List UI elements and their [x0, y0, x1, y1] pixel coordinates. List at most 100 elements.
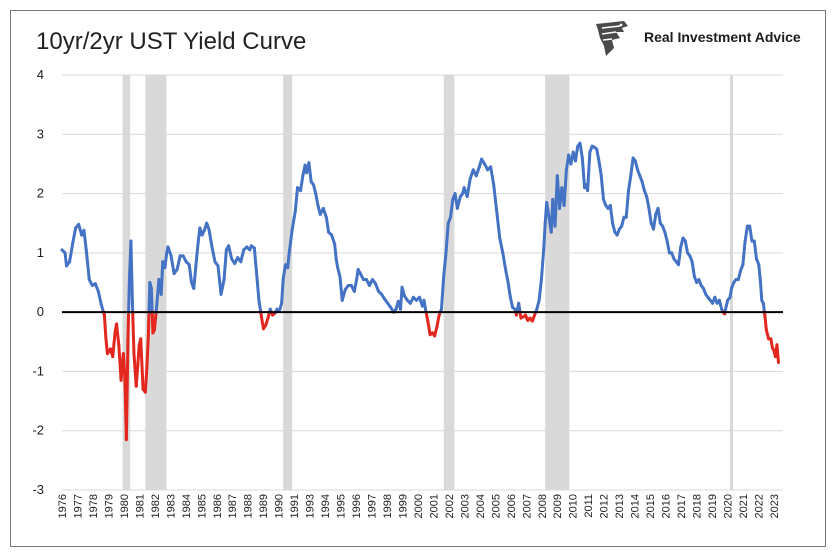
series-segment — [439, 275, 446, 311]
series-segment — [192, 254, 199, 290]
y-tick-label: -1 — [32, 363, 44, 378]
series-segment — [627, 174, 633, 193]
series-segment — [498, 236, 505, 255]
series-segment — [159, 260, 165, 296]
series-segment — [71, 226, 78, 246]
series-segment — [465, 177, 472, 199]
series-segment — [311, 183, 318, 196]
series-segment — [166, 245, 173, 258]
series-segment — [442, 251, 448, 279]
x-tick-label: 2006 — [506, 494, 518, 518]
x-tick-label: 2007 — [521, 494, 533, 518]
series-segment — [444, 221, 450, 255]
x-tick-label: 1987 — [227, 494, 239, 518]
series-segment — [474, 165, 481, 178]
x-tick-label: 2009 — [552, 494, 564, 518]
series-segment — [129, 239, 134, 305]
series-segment — [222, 248, 228, 282]
series-segment — [757, 263, 762, 282]
series-segment — [324, 215, 331, 234]
recession-band — [283, 75, 293, 490]
x-tick-label: 1981 — [134, 494, 146, 518]
series-segment — [683, 239, 690, 255]
series-segment — [741, 239, 747, 267]
x-tick-label: 1990 — [274, 494, 286, 518]
x-tick-label: 1976 — [57, 494, 69, 518]
x-tick-label: 1978 — [88, 494, 100, 518]
series-segment — [139, 337, 145, 391]
y-tick-label: -3 — [32, 482, 44, 497]
x-tick-label: 1991 — [289, 494, 301, 518]
series-segment — [624, 189, 630, 219]
x-tick-label: 1984 — [181, 494, 193, 518]
y-tick-label: 1 — [37, 245, 44, 260]
x-tick-label: 2008 — [537, 494, 549, 518]
series-segment — [539, 248, 546, 282]
series-segment — [287, 227, 294, 255]
series-segment — [330, 233, 337, 246]
x-tick-label: 1989 — [258, 494, 270, 518]
y-tick-label: 0 — [37, 304, 44, 319]
x-tick-label: 1993 — [305, 494, 317, 518]
recession-band — [443, 75, 455, 490]
x-tick-label: 2002 — [444, 494, 456, 518]
series-segment — [562, 168, 568, 207]
series-segment — [647, 206, 653, 225]
series-segment — [620, 215, 626, 228]
series-segment — [145, 334, 150, 370]
series-segment — [321, 206, 328, 219]
series-segment — [195, 239, 200, 258]
series-segment — [764, 328, 771, 341]
x-tick-label: 1980 — [119, 494, 131, 518]
x-tick-label: 1995 — [336, 494, 348, 518]
series-segment — [257, 298, 263, 314]
series-segment — [299, 174, 305, 193]
series-segment — [775, 343, 780, 365]
series-segment — [578, 141, 584, 160]
series-segment — [676, 245, 683, 267]
x-tick-label: 1986 — [212, 494, 224, 518]
y-tick-label: 3 — [37, 126, 44, 141]
series-segment — [169, 254, 176, 276]
series-segment — [743, 224, 749, 243]
series-segment — [769, 337, 774, 350]
eagle-head-logo — [596, 21, 628, 56]
series-segment — [573, 144, 580, 163]
x-tick-label: 1997 — [367, 494, 379, 518]
series-segment — [207, 227, 214, 249]
x-tick-label: 1985 — [196, 494, 208, 518]
series-segment — [104, 337, 109, 356]
series-segment — [535, 298, 541, 311]
series-segment — [586, 150, 592, 193]
series-segment — [68, 242, 75, 264]
recession-band — [145, 75, 167, 490]
series-segment — [146, 310, 151, 338]
x-tick-label: 1999 — [397, 494, 409, 518]
x-tick-label: 2011 — [583, 494, 595, 518]
series-segment — [492, 183, 499, 213]
series-segment — [758, 278, 764, 302]
series-segment — [84, 248, 91, 282]
x-tick-label: 1982 — [150, 494, 162, 518]
series-segment — [728, 286, 733, 299]
x-tick-label: 2000 — [413, 494, 425, 518]
series-segment — [336, 266, 342, 279]
series-segment — [748, 224, 754, 243]
x-tick-label: 2017 — [676, 494, 688, 518]
recession-band — [729, 75, 734, 490]
series-segment — [280, 278, 285, 305]
series-segment — [352, 278, 359, 293]
series-segment — [210, 245, 217, 264]
x-tick-label: 2018 — [692, 494, 704, 518]
series-segment — [152, 310, 158, 332]
series-segment — [455, 195, 462, 210]
series-segment — [115, 322, 121, 347]
series-segment — [422, 298, 428, 311]
series-segment — [763, 313, 768, 332]
series-segment — [82, 228, 88, 252]
x-tick-label: 2010 — [568, 494, 580, 518]
series-segment — [580, 156, 587, 190]
x-tick-label: 2019 — [707, 494, 719, 518]
series-segment — [608, 203, 615, 225]
series-segment — [501, 251, 508, 273]
